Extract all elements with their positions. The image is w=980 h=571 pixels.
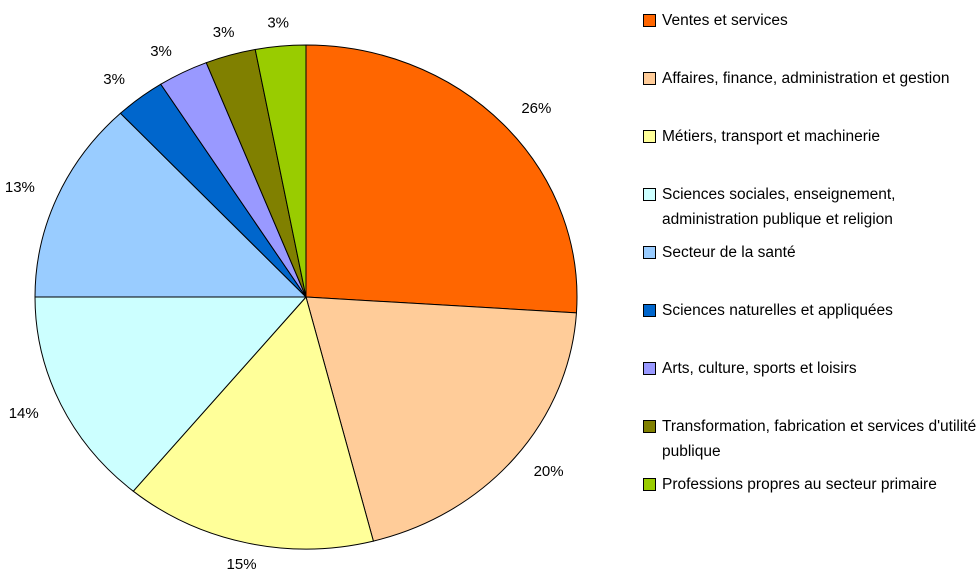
data-label: 20% (534, 463, 564, 480)
pie-slice (305, 44, 578, 314)
legend-label: Arts, culture, sports et loisirs (662, 360, 857, 377)
data-label: 3% (213, 24, 235, 41)
legend-swatch (643, 130, 656, 143)
data-label: 26% (521, 100, 551, 117)
legend-swatch (643, 420, 656, 433)
pie-slice (305, 296, 577, 542)
legend-swatch (643, 188, 656, 201)
pie-slice (132, 295, 375, 550)
legend-entry: Arts, culture, sports et loisirs (643, 356, 978, 381)
data-label: 13% (5, 179, 35, 196)
data-label: 3% (150, 43, 172, 60)
legend-label: Métiers, transport et machinerie (662, 128, 880, 145)
legend-entry: Professions propres au secteur primaire (643, 472, 978, 497)
data-label: 15% (227, 556, 257, 571)
legend-entry: Sciences sociales, enseignement, adminis… (643, 182, 978, 232)
legend-swatch (643, 304, 656, 317)
legend-label: Secteur de la santé (662, 244, 796, 261)
legend-entry: Affaires, finance, administration et ges… (643, 66, 978, 91)
pie-slice (254, 44, 307, 298)
pie-slice (34, 112, 308, 298)
legend-entry: Transformation, fabrication et services … (643, 414, 978, 464)
legend-swatch (643, 246, 656, 259)
legend-label: Transformation, fabrication et services … (662, 418, 977, 460)
legend-entry: Sciences naturelles et appliquées (643, 298, 978, 323)
legend-entry: Ventes et services (643, 8, 978, 33)
pie-slice (34, 296, 308, 492)
data-label: 3% (103, 71, 125, 88)
legend-label: Sciences naturelles et appliquées (662, 302, 893, 319)
legend-swatch (643, 72, 656, 85)
legend-swatch (643, 14, 656, 27)
data-label: 14% (9, 405, 39, 422)
legend-entry: Métiers, transport et machinerie (643, 124, 978, 149)
legend-label: Sciences sociales, enseignement, adminis… (662, 186, 896, 228)
legend-label: Professions propres au secteur primaire (662, 476, 937, 493)
data-label: 3% (267, 15, 289, 32)
legend-entry: Secteur de la santé (643, 240, 978, 265)
legend-label: Affaires, finance, administration et ges… (662, 70, 950, 87)
legend-label: Ventes et services (662, 12, 788, 29)
legend-swatch (643, 478, 656, 491)
legend-swatch (643, 362, 656, 375)
